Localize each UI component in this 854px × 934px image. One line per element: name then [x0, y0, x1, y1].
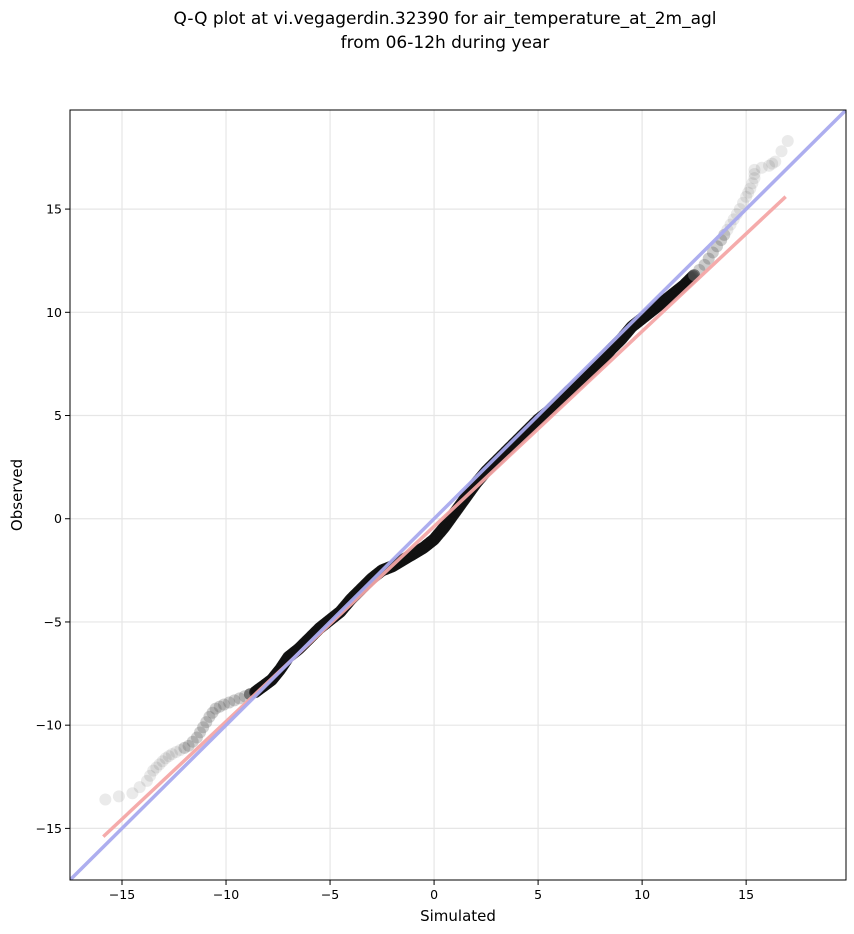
quantile-point: [140, 774, 153, 787]
quantile-point: [217, 698, 230, 711]
quantile-point: [165, 748, 178, 761]
quantile-point: [178, 741, 191, 754]
y-tick-label: 15: [46, 202, 62, 217]
y-tick-label: 10: [46, 305, 62, 320]
chart-title-line2: from 06-12h during year: [341, 33, 550, 53]
axis-ticks: −15 −10 −5 0 5 10 15 −15 −10 −5 0 5 10 15: [36, 202, 754, 902]
x-axis-label: Simulated: [420, 907, 496, 925]
quantile-points: [99, 134, 794, 806]
quantile-point: [233, 692, 246, 705]
plot-area: [70, 110, 846, 880]
x-tick-label: 5: [534, 887, 542, 902]
quantile-point: [769, 155, 782, 168]
quantile-point: [203, 710, 216, 723]
y-tick-label: −10: [36, 718, 62, 733]
quantile-point: [228, 694, 241, 707]
x-tick-label: 15: [738, 887, 754, 902]
quantile-point: [147, 764, 160, 777]
quantile-point: [197, 721, 210, 734]
quantile-point: [706, 246, 719, 259]
plot-frame: [69, 109, 847, 881]
y-tick-label: 5: [54, 408, 62, 423]
quantile-point: [162, 750, 175, 763]
quantile-point: [150, 761, 163, 774]
quantile-point: [174, 743, 187, 756]
grid-lines: [70, 110, 846, 880]
quantile-point: [748, 163, 761, 176]
x-tick-label: −10: [213, 887, 239, 902]
x-tick-label: 0: [430, 887, 438, 902]
quantile-point: [223, 696, 236, 709]
quantile-point: [170, 746, 183, 759]
y-tick-label: 0: [54, 511, 62, 526]
quantile-point: [209, 702, 222, 715]
quantile-point: [781, 134, 794, 147]
x-tick-label: 10: [634, 887, 650, 902]
fit-line: [102, 195, 787, 838]
quantile-point: [126, 787, 139, 800]
quantile-point: [186, 735, 199, 748]
chart-title-line1: Q-Q plot at vi.vegagerdin.32390 for air_…: [173, 9, 716, 29]
quantile-point: [702, 252, 715, 265]
quantile-point: [190, 731, 203, 744]
x-tick-label: −15: [109, 887, 135, 902]
y-tick-label: −15: [36, 821, 62, 836]
quantile-point: [194, 726, 207, 739]
quantile-point: [763, 159, 776, 172]
quantile-point: [99, 793, 112, 806]
y-tick-label: −5: [44, 614, 62, 629]
quantile-point: [766, 157, 779, 170]
y-axis-label: Observed: [8, 459, 26, 531]
quantile-point: [740, 190, 753, 203]
quantile-point: [200, 716, 213, 729]
quantile-point: [182, 739, 195, 752]
quantile-point: [156, 755, 169, 768]
quantile-point: [748, 172, 761, 185]
quantile-point: [133, 781, 146, 794]
quantile-point: [153, 758, 166, 771]
x-tick-label: −5: [321, 887, 339, 902]
quantile-point: [112, 790, 125, 803]
quantile-point: [213, 700, 226, 713]
quantile-point: [748, 167, 761, 180]
reference-line: [70, 110, 846, 880]
quantile-point: [775, 145, 788, 158]
quantile-point: [159, 752, 172, 765]
quantile-point: [742, 186, 755, 199]
quantile-point: [144, 769, 157, 782]
quantile-point: [206, 706, 219, 719]
quantile-point: [744, 182, 757, 195]
quantile-point: [737, 196, 750, 209]
quantile-point: [755, 161, 768, 174]
quantile-point: [746, 177, 759, 190]
